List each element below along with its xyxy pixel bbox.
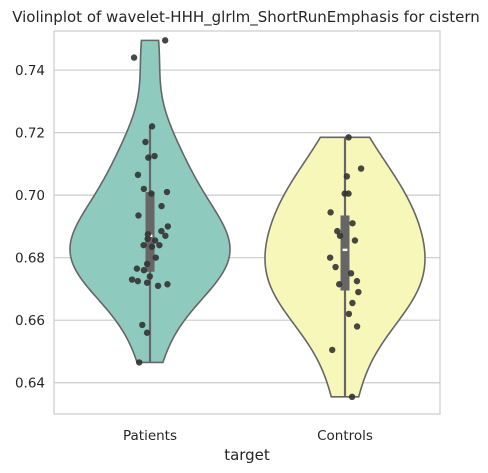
y-tick-label: 0.66 xyxy=(15,313,45,329)
data-point xyxy=(151,237,159,244)
data-point xyxy=(148,190,155,197)
data-point xyxy=(357,165,365,172)
data-point xyxy=(163,188,171,196)
data-point xyxy=(334,227,341,235)
data-point xyxy=(143,260,151,268)
y-axis-ticks: 0.64 0.66 0.68 0.70 0.72 0.74 xyxy=(15,63,45,392)
x-tick-label: Patients xyxy=(123,428,177,444)
data-point xyxy=(158,227,165,235)
data-point xyxy=(353,277,361,285)
data-point xyxy=(329,346,336,354)
data-point xyxy=(151,152,158,160)
data-point xyxy=(134,277,142,285)
data-point xyxy=(130,54,138,61)
y-tick-label: 0.68 xyxy=(15,251,45,267)
median-marker xyxy=(342,248,348,252)
x-axis-ticks: Patients Controls xyxy=(123,428,373,444)
y-tick-label: 0.70 xyxy=(15,188,45,204)
violins xyxy=(69,37,426,400)
data-point xyxy=(139,321,146,329)
x-axis-label: target xyxy=(224,446,270,464)
data-point xyxy=(135,212,142,219)
data-point xyxy=(128,276,136,283)
data-point xyxy=(145,154,152,161)
data-point xyxy=(143,279,151,286)
data-point xyxy=(158,202,165,210)
data-point xyxy=(144,235,151,243)
data-point xyxy=(164,223,172,230)
data-point xyxy=(341,190,348,197)
data-point xyxy=(144,231,152,238)
x-tick-label: Controls xyxy=(317,428,373,444)
data-point xyxy=(161,37,169,44)
data-point xyxy=(156,241,163,249)
data-point xyxy=(136,359,143,366)
data-point xyxy=(164,281,171,288)
data-point xyxy=(351,237,359,244)
data-point xyxy=(336,232,344,239)
data-point xyxy=(345,310,353,318)
chart-title: Violinplot of wavelet-HHH_glrlm_ShortRun… xyxy=(12,8,480,27)
data-point xyxy=(152,254,159,261)
data-point xyxy=(148,243,156,250)
data-point xyxy=(133,265,141,272)
data-point xyxy=(146,273,154,280)
y-tick-label: 0.64 xyxy=(15,376,45,392)
iqr-box xyxy=(340,215,350,291)
data-point xyxy=(335,281,343,288)
data-point xyxy=(347,270,355,277)
data-point xyxy=(154,282,162,290)
data-point xyxy=(327,209,334,216)
data-point xyxy=(353,323,361,330)
data-point xyxy=(140,241,147,249)
data-point xyxy=(349,220,356,227)
data-point xyxy=(343,173,351,180)
data-point xyxy=(134,171,142,179)
data-point xyxy=(326,254,334,261)
y-tick-label: 0.72 xyxy=(15,126,45,142)
data-point xyxy=(355,288,362,296)
data-point xyxy=(140,185,148,193)
data-point xyxy=(332,263,339,271)
data-point xyxy=(140,266,148,274)
y-tick-label: 0.74 xyxy=(15,63,45,79)
data-point xyxy=(142,138,149,146)
data-point xyxy=(148,123,156,130)
data-point xyxy=(348,393,356,400)
data-point xyxy=(345,134,352,141)
data-point xyxy=(143,329,151,336)
data-point xyxy=(349,299,356,307)
data-point xyxy=(162,232,169,239)
